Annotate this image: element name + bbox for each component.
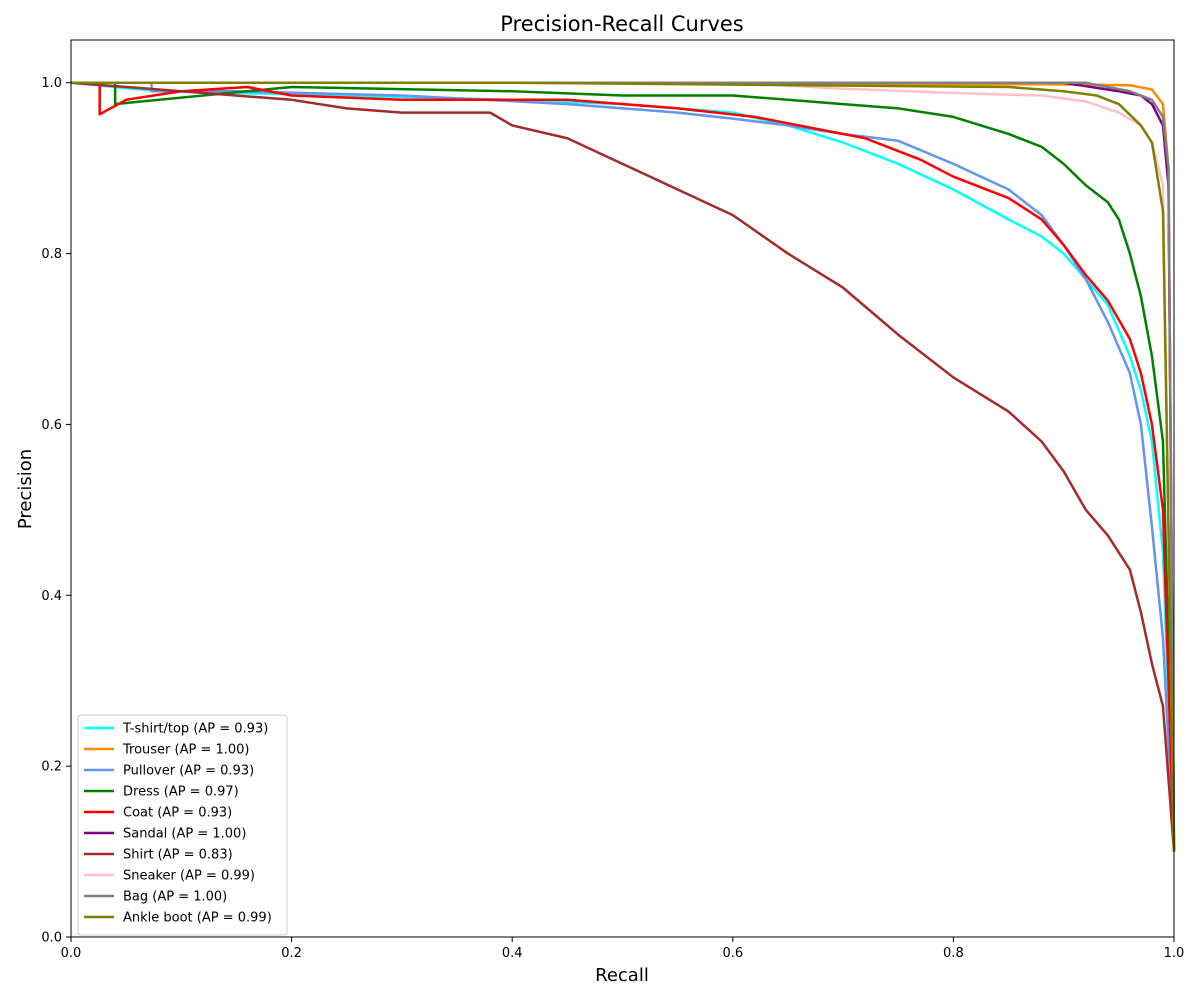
series-line-pullover (71, 81, 1176, 852)
series-layer (70, 81, 1176, 852)
legend-label: Dress (AP = 0.97) (123, 785, 239, 800)
y-tick-label: 0.8 (41, 247, 62, 262)
series-line-dress (71, 81, 1176, 852)
y-tick-label: 0.0 (41, 931, 62, 946)
series-line-ankle-boot (71, 81, 1176, 852)
legend-label: Bag (AP = 1.00) (123, 890, 227, 905)
legend-label: T-shirt/top (AP = 0.93) (122, 722, 268, 737)
legend-label: Trouser (AP = 1.00) (122, 743, 250, 758)
legend-label: Ankle boot (AP = 0.99) (123, 911, 272, 926)
x-tick-label: 0.4 (502, 946, 523, 961)
x-tick-label: 1.0 (1164, 946, 1185, 961)
x-tick-label: 0.0 (61, 946, 82, 961)
y-axis-ticks: 0.0 0.2 0.4 0.6 0.8 1.0 (41, 76, 71, 946)
x-axis-title: Recall (595, 965, 649, 986)
legend-label: Coat (AP = 0.93) (123, 806, 232, 821)
y-tick-label: 0.2 (41, 760, 62, 775)
y-tick-label: 1.0 (41, 76, 62, 91)
legend-label: Sneaker (AP = 0.99) (123, 869, 255, 884)
series-line-sneaker (71, 81, 1176, 852)
legend-label: Shirt (AP = 0.83) (123, 848, 233, 863)
chart-title: Precision-Recall Curves (500, 12, 744, 36)
x-tick-label: 0.6 (722, 946, 743, 961)
y-tick-label: 0.6 (41, 418, 62, 433)
y-tick-label: 0.4 (41, 589, 62, 604)
legend: T-shirt/top (AP = 0.93) Trouser (AP = 1.0… (77, 714, 288, 936)
series-line-shirt (70, 81, 1176, 852)
y-axis-title: Precision (15, 449, 36, 529)
x-tick-label: 0.8 (943, 946, 964, 961)
series-line-bag (71, 81, 1176, 852)
legend-label: Pullover (AP = 0.93) (123, 764, 254, 779)
plot-frame (70, 39, 1175, 938)
legend-box (77, 714, 288, 936)
x-axis-ticks: 0.0 0.2 0.4 0.6 0.8 1.0 (61, 937, 1185, 961)
legend-label: Sandal (AP = 1.00) (123, 827, 246, 842)
x-tick-label: 0.2 (281, 946, 302, 961)
